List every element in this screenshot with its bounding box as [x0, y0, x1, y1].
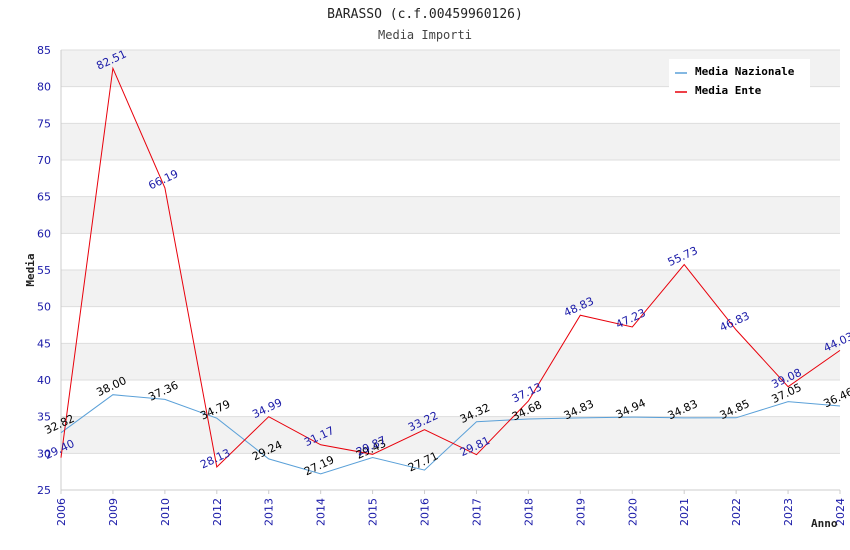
y-tick-label: 60: [37, 227, 51, 240]
grid-band: [61, 123, 840, 160]
data-label-ente: 47.23: [614, 306, 648, 331]
data-label-nazionale: 36.46: [821, 385, 850, 410]
x-tick-label: 2019: [574, 498, 587, 526]
x-tick-label: 2010: [159, 498, 172, 526]
data-label-ente: 29.40: [42, 437, 76, 462]
x-tick-label: 2021: [678, 498, 691, 526]
y-tick-label: 40: [37, 374, 51, 387]
x-tick-label: 2015: [367, 498, 380, 526]
legend: Media Nazionale Media Ente: [669, 59, 810, 102]
y-tick-label: 80: [37, 81, 51, 94]
series-line-nazionale: [60, 394, 841, 475]
y-tick-label: 65: [37, 191, 51, 204]
x-tick-label: 2016: [419, 498, 432, 526]
legend-label-ente: Media Ente: [695, 84, 762, 97]
x-tick-label: 2022: [730, 498, 743, 526]
y-tick-label: 75: [37, 117, 51, 130]
y-tick-label: 55: [37, 264, 51, 277]
axes: [60, 50, 840, 491]
grid-band: [61, 270, 840, 307]
grid-band: [61, 196, 840, 234]
x-tick-label: 2017: [470, 498, 483, 526]
x-tick-label: 2012: [211, 498, 224, 526]
x-axis-label: Anno: [811, 517, 838, 530]
x-tick-label: 2014: [315, 498, 328, 526]
chart-title: BARASSO (c.f.00459960126): [327, 7, 523, 22]
y-tick-labels: 25 30 35 40 45 50 55 60 65 70 75 80 85: [37, 44, 51, 497]
legend-label-nazionale: Media Nazionale: [695, 65, 795, 78]
grid-band: [61, 343, 840, 380]
y-tick-label: 30: [37, 447, 51, 460]
grid-lines: [61, 49, 840, 491]
legend-box: [669, 59, 810, 102]
y-tick-label: 50: [37, 301, 51, 314]
x-tick-labels: 2006 2009 2010 2012 2013 2014 2015 2016 2017 2018…: [55, 490, 847, 526]
chart-subtitle: Media Importi: [378, 28, 472, 42]
grid-band: [61, 416, 840, 454]
y-tick-label: 45: [37, 337, 51, 350]
x-tick-label: 2020: [626, 498, 639, 526]
x-tick-label: 2009: [107, 498, 120, 526]
y-tick-label: 70: [37, 154, 51, 167]
data-label-ente: 55.73: [666, 244, 700, 269]
y-tick-label: 85: [37, 44, 51, 57]
x-tick-label: 2023: [782, 498, 795, 526]
grid-bands: [61, 50, 840, 454]
x-tick-label: 2018: [522, 498, 535, 526]
data-label-ente: 66.19: [146, 167, 180, 192]
data-label-nazionale: 27.19: [302, 453, 336, 478]
series-lines: [60, 66, 841, 475]
data-label-nazionale: 37.36: [146, 379, 180, 404]
y-tick-label: 35: [37, 411, 51, 424]
y-axis-label: Media: [24, 253, 37, 286]
y-tick-label: 25: [37, 484, 51, 497]
x-tick-label: 2006: [55, 498, 68, 526]
series-line-ente: [60, 66, 841, 469]
x-tick-label: 2013: [263, 498, 276, 526]
x-tick-label: 2024: [834, 498, 847, 526]
